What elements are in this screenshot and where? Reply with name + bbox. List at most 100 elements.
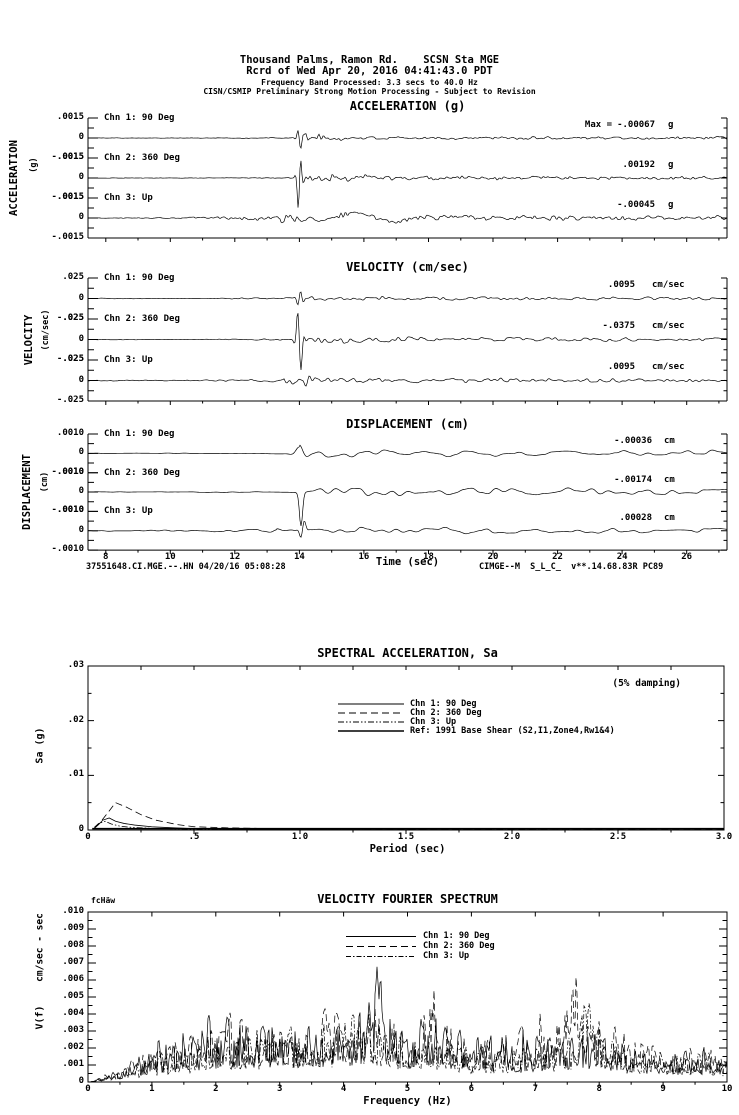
panel-right-axis bbox=[721, 277, 728, 320]
spectral-acceleration-title: SPECTRAL ACCELERATION, Sa bbox=[317, 646, 498, 660]
channel-label: Chn 3: Up bbox=[104, 193, 153, 203]
x-tick-label: 26 bbox=[681, 551, 693, 562]
channel-label: Chn 1: 90 Deg bbox=[104, 429, 175, 439]
y-tick-label: -.025 bbox=[56, 395, 84, 405]
time-axis-label: Time (sec) bbox=[375, 556, 440, 568]
frequency-axis-label: Frequency (Hz) bbox=[363, 1095, 452, 1107]
y-tick-label: -.0015 bbox=[51, 192, 84, 202]
x-tick-label: 0 bbox=[85, 832, 91, 842]
trace-channel-2 bbox=[87, 487, 727, 526]
record-timestamp: Rcrd of Wed Apr 20, 2016 04:41:43.0 PDT bbox=[246, 65, 493, 77]
max-units: cm/sec bbox=[652, 280, 685, 290]
max-value: .00028 bbox=[619, 513, 652, 524]
panel-right-axis bbox=[721, 117, 728, 159]
time-axis bbox=[88, 400, 727, 405]
y-tick-label: .009 bbox=[62, 923, 84, 933]
time-axis bbox=[88, 237, 727, 242]
x-tick-label: 9 bbox=[660, 1084, 666, 1094]
trace-channel-1 bbox=[87, 291, 728, 306]
max-value: .0095 bbox=[607, 280, 635, 290]
y-tick-label: 0 bbox=[78, 212, 84, 222]
footer-record-id: 37551648.CI.MGE.--.HN 04/20/16 05:08:28 bbox=[86, 562, 286, 572]
trace-channel-2 bbox=[87, 313, 728, 370]
legend-item: Chn 3: Up bbox=[423, 951, 470, 961]
trace-channel-2 bbox=[87, 160, 728, 208]
y-tick-label: -.0010 bbox=[51, 505, 84, 516]
max-prefix: Max = bbox=[584, 120, 612, 130]
channel-label: Chn 2: 360 Deg bbox=[104, 467, 180, 478]
y-tick-label: .02 bbox=[67, 714, 84, 725]
x-tick-label: 12 bbox=[229, 551, 241, 562]
fourier-spectrum-title: VELOCITY FOURIER SPECTRUM bbox=[317, 892, 498, 906]
y-tick-label: .004 bbox=[62, 1008, 84, 1018]
trace-channel-1 bbox=[87, 444, 728, 458]
y-tick-label: 0 bbox=[78, 486, 84, 497]
fourier-frame bbox=[87, 911, 728, 1087]
y-tick-label: .008 bbox=[62, 940, 84, 950]
trace-channel-3 bbox=[87, 375, 728, 387]
trace-channel-1 bbox=[87, 130, 728, 149]
y-tick-label: .006 bbox=[62, 974, 84, 984]
y-tick-label: .01 bbox=[67, 769, 84, 780]
y-tick-label: .001 bbox=[62, 1059, 84, 1069]
legend-item: Ref: 1991 Base Shear (S2,I1,Zone4,Rw1&4) bbox=[410, 726, 615, 736]
y-tick-label: .003 bbox=[62, 1025, 84, 1035]
y-tick-label: .025 bbox=[62, 313, 84, 323]
panel-right-axis bbox=[721, 157, 728, 199]
trace-channel-3 bbox=[87, 520, 728, 538]
x-tick-label: 1 bbox=[149, 1084, 155, 1094]
x-tick-label: 22 bbox=[552, 551, 563, 562]
max-value: .0095 bbox=[607, 362, 635, 372]
max-value: -.00045 bbox=[617, 200, 655, 210]
y-tick-label: -.025 bbox=[56, 354, 84, 364]
x-tick-label: 3.0 bbox=[715, 832, 733, 842]
max-units: cm bbox=[664, 436, 675, 446]
y-tick-label: 0 bbox=[78, 447, 84, 458]
sa-frame bbox=[87, 665, 725, 834]
y-tick-label: 0 bbox=[78, 292, 84, 303]
x-tick-label: 6 bbox=[468, 1084, 475, 1094]
report-title: Thousand Palms, Ramon Rd. SCSN Sta MGE bbox=[239, 54, 500, 66]
y-tick-label: 0 bbox=[78, 333, 84, 344]
y-tick-label: 0 bbox=[78, 524, 84, 535]
max-value: -.0375 bbox=[602, 321, 635, 331]
legend-item: Chn 3: Up bbox=[410, 717, 457, 727]
y-tick-label: -.0015 bbox=[51, 152, 84, 162]
y-tick-label: .0015 bbox=[56, 112, 84, 122]
max-units: cm/sec bbox=[652, 362, 685, 372]
max-units: g bbox=[668, 120, 674, 130]
x-tick-label: 14 bbox=[293, 551, 305, 562]
x-tick-label: 10 bbox=[164, 551, 176, 562]
processing-disclaimer: CISN/CSMIP Preliminary Strong Motion Pro… bbox=[203, 87, 536, 96]
frequency-band-note: Frequency Band Processed: 3.3 secs to 40… bbox=[261, 78, 478, 87]
y-tick-label: 0 bbox=[78, 824, 84, 834]
channel-label: Chn 3: Up bbox=[104, 355, 153, 365]
sa-curve-3 bbox=[94, 820, 725, 831]
footer-station-code: CIMGE--M S_L_C_ v**.14.68.83R PC89 bbox=[479, 562, 664, 572]
channel-label: Chn 1: 90 Deg bbox=[104, 113, 175, 123]
panel-right-axis bbox=[721, 318, 728, 361]
y-tick-label: .0010 bbox=[56, 505, 84, 516]
x-tick-label: 18 bbox=[423, 551, 434, 562]
y-tick-label: .025 bbox=[62, 272, 84, 282]
x-tick-label: 16 bbox=[358, 551, 370, 562]
y-tick-label: -.025 bbox=[56, 313, 84, 323]
max-units: cm/sec bbox=[652, 321, 685, 331]
y-tick-label: .025 bbox=[62, 354, 84, 364]
y-tick-label: -.0010 bbox=[51, 544, 84, 555]
y-tick-label: .0010 bbox=[56, 466, 84, 477]
y-tick-label: .010 bbox=[62, 906, 84, 916]
fourier-curve-2 bbox=[87, 977, 728, 1083]
filter-corner-marker: fcHäw bbox=[91, 896, 116, 905]
displacement-title: DISPLACEMENT (cm) bbox=[346, 417, 469, 431]
x-tick-label: .5 bbox=[188, 832, 200, 842]
y-tick-label: .0015 bbox=[56, 192, 84, 202]
max-value: .00192 bbox=[622, 160, 655, 170]
x-tick-label: 24 bbox=[616, 551, 628, 562]
x-tick-label: 4 bbox=[340, 1084, 347, 1094]
